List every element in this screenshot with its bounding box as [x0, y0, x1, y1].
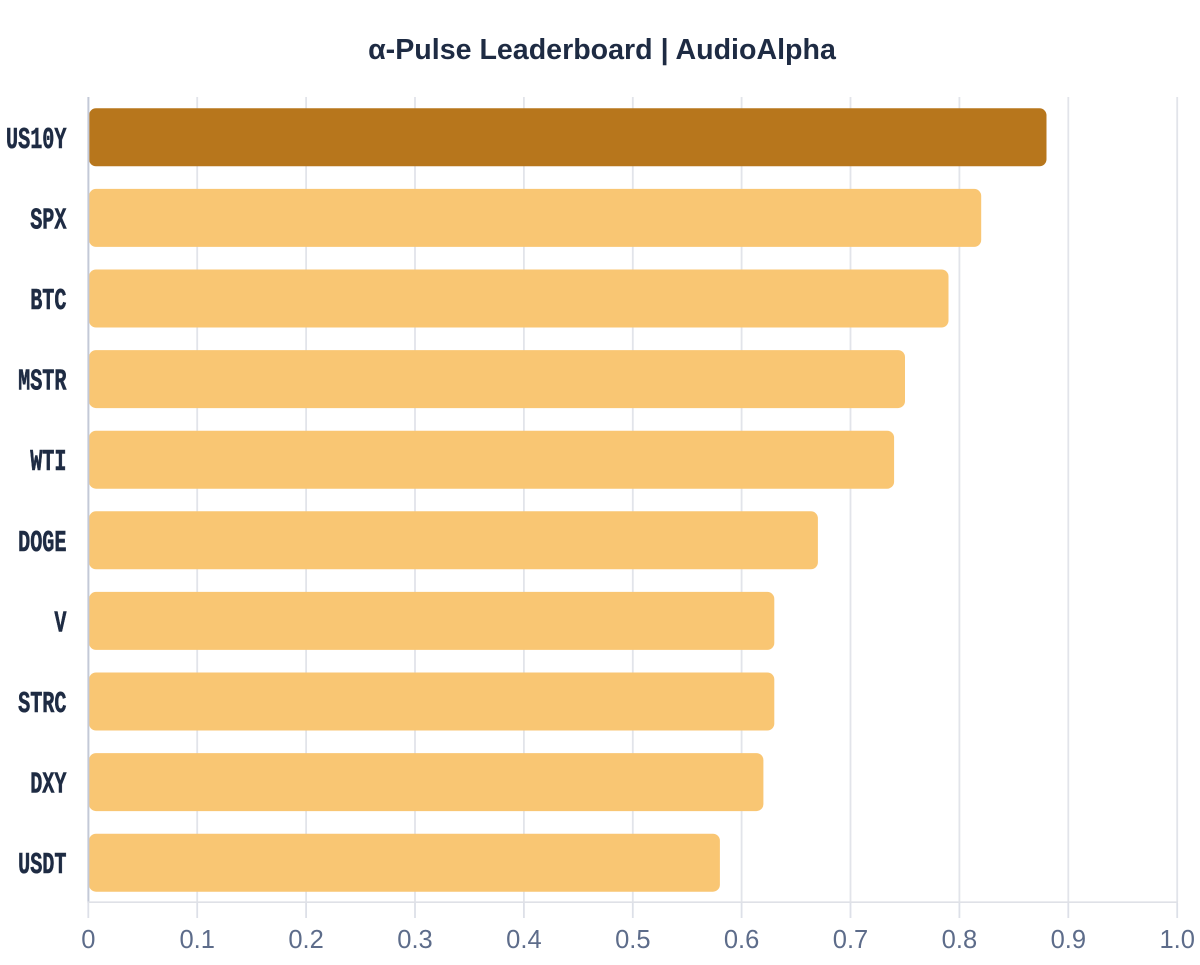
svg-text:0.3: 0.3 — [397, 926, 432, 954]
svg-text:STRC: STRC — [18, 688, 66, 722]
svg-text:0.7: 0.7 — [833, 926, 868, 954]
svg-text:V: V — [54, 607, 67, 641]
svg-text:0: 0 — [81, 926, 95, 954]
svg-text:BTC: BTC — [30, 285, 66, 319]
svg-text:DXY: DXY — [30, 769, 67, 803]
svg-text:0.5: 0.5 — [615, 926, 650, 954]
svg-text:WTI: WTI — [30, 446, 66, 480]
svg-text:1.0: 1.0 — [1159, 926, 1194, 954]
svg-text:0.4: 0.4 — [506, 926, 541, 954]
svg-text:0.1: 0.1 — [179, 926, 214, 954]
svg-text:USDT: USDT — [18, 849, 66, 883]
svg-text:α-Pulse Leaderboard | AudioAlp: α-Pulse Leaderboard | AudioAlpha — [368, 34, 837, 66]
svg-text:SPX: SPX — [30, 204, 67, 238]
svg-text:0.2: 0.2 — [288, 926, 323, 954]
svg-text:MSTR: MSTR — [18, 366, 67, 400]
svg-text:US10Y: US10Y — [6, 124, 67, 158]
svg-text:0.8: 0.8 — [942, 926, 977, 954]
svg-text:0.6: 0.6 — [724, 926, 759, 954]
svg-text:DOGE: DOGE — [18, 527, 66, 561]
svg-text:0.9: 0.9 — [1051, 926, 1086, 954]
